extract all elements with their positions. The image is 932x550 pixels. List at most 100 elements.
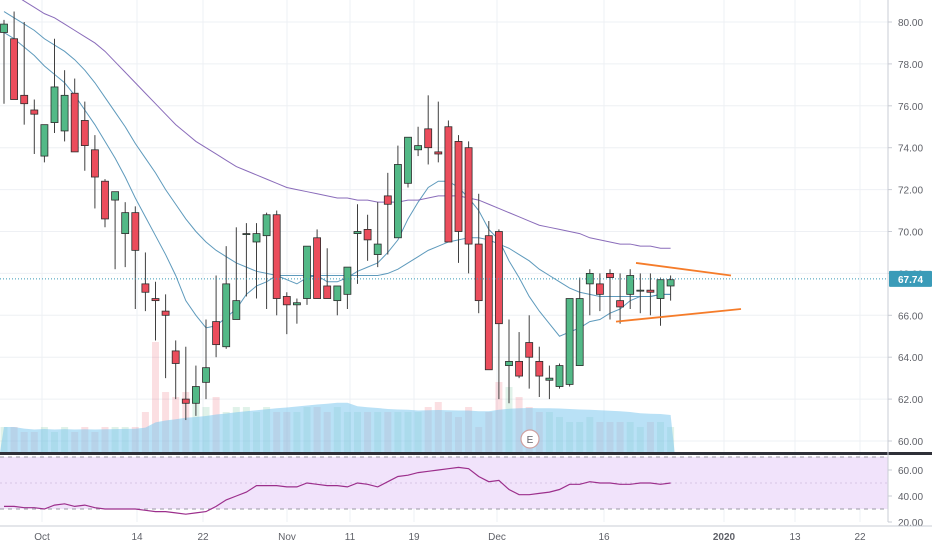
candle-body [171, 350, 180, 364]
price-axis-label: 80.00 [898, 18, 923, 29]
time-axis-label: 2020 [713, 532, 736, 543]
pane-separator [0, 452, 932, 455]
candle-body [10, 38, 19, 100]
volume-ma-area [0, 402, 675, 452]
candle-body [121, 212, 130, 234]
candle-body [161, 310, 170, 316]
candle-body [70, 92, 79, 153]
earnings-marker-label: E [527, 435, 534, 446]
candle-body [282, 296, 291, 306]
rsi-line [4, 466, 671, 515]
price-axis-label: 60.00 [898, 437, 923, 448]
triangle-lower-line [615, 308, 742, 323]
candle-body [454, 141, 463, 232]
rsi-axis-label: 20.00 [898, 518, 923, 529]
candle-body [111, 191, 119, 201]
candle-body [50, 86, 59, 123]
candle-body [191, 386, 200, 404]
last-price-badge-label: 67.74 [898, 275, 923, 286]
candle-body [414, 145, 423, 151]
candle-body [626, 275, 635, 295]
time-axis-label: 22 [197, 532, 209, 543]
candle-body [646, 289, 655, 293]
candle-body [565, 298, 574, 385]
candle-body [181, 398, 190, 404]
candle-body [91, 149, 99, 178]
time-axis-label: 19 [408, 532, 420, 543]
price-axis-label: 74.00 [898, 144, 923, 155]
candle-body [555, 365, 564, 387]
candle-body [494, 231, 503, 325]
candle-body [262, 214, 271, 237]
candle-body [232, 300, 241, 320]
triangle-upper-line [635, 262, 732, 277]
candle-body [616, 300, 624, 308]
candle-body [515, 360, 523, 377]
price-axis-label: 78.00 [898, 60, 923, 71]
price-axis-label: 64.00 [898, 353, 923, 364]
rsi-axis-label: 40.00 [898, 492, 923, 503]
moving-average-line [3, 32, 671, 337]
candle-body [434, 151, 443, 155]
candle-body [252, 233, 261, 243]
time-axis-label: 14 [131, 532, 143, 543]
rsi-axis-label: 60.00 [898, 466, 923, 477]
candle-body [343, 266, 352, 295]
candle-body [444, 126, 453, 243]
candle-body [353, 231, 362, 234]
time-axis-label: 22 [854, 532, 866, 543]
candle-body [60, 94, 69, 132]
time-axis-label: 11 [345, 532, 356, 543]
candle-body [383, 195, 392, 205]
candle-body [0, 23, 8, 33]
candle-body [505, 360, 513, 366]
candle-body [474, 243, 483, 302]
candle-body [636, 289, 645, 292]
candle-body [404, 136, 412, 184]
candle-body [545, 377, 554, 381]
candle-body [606, 272, 614, 278]
candle-body [373, 243, 382, 255]
time-axis-label: Dec [488, 532, 506, 543]
candle-body [323, 285, 332, 299]
candle-body [242, 233, 251, 235]
candle-body [80, 120, 89, 147]
candle-body [393, 164, 402, 239]
price-axis-label: 62.00 [898, 395, 923, 406]
candle-body [131, 212, 140, 251]
candle-body [272, 214, 281, 299]
time-axis-label: Oct [34, 532, 50, 543]
price-axis-label: 70.00 [898, 228, 923, 239]
candle-body [585, 272, 594, 285]
candle-body [656, 279, 665, 299]
candle-body [202, 367, 210, 383]
candle-body [575, 298, 584, 366]
candle-body [363, 229, 372, 241]
candle-body [333, 285, 342, 302]
candle-body [101, 180, 109, 220]
candle-body [151, 298, 160, 302]
time-axis-label: Nov [278, 532, 296, 543]
candle-body [666, 279, 675, 287]
price-axis-label: 66.00 [898, 311, 923, 322]
candle-body [596, 283, 604, 295]
candle-body [464, 147, 473, 245]
candle-body [313, 237, 322, 299]
candle-body [141, 283, 150, 293]
candle-body [484, 235, 493, 371]
candle-body [30, 109, 39, 115]
volume-bar [152, 342, 159, 452]
candle-body [424, 128, 433, 149]
candle-body [535, 360, 544, 377]
candle-body [292, 302, 301, 306]
earnings-marker [520, 429, 540, 449]
time-axis-label: 13 [789, 532, 801, 543]
time-axis-label: 16 [598, 532, 610, 543]
moving-average-line [3, 11, 671, 297]
price-axis-label: 72.00 [898, 186, 923, 197]
rsi-band [0, 457, 888, 509]
candle-body [212, 321, 221, 346]
candle-body [20, 94, 29, 105]
